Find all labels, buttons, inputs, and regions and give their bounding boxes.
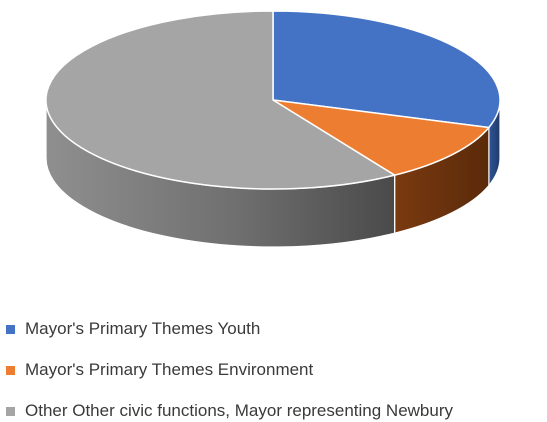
pie-chart bbox=[45, 10, 501, 248]
legend-swatch-youth bbox=[6, 324, 15, 334]
pie-chart-svg bbox=[45, 10, 501, 248]
pie-slice-other bbox=[45, 10, 396, 190]
legend-swatch-environment bbox=[6, 365, 15, 375]
pie-slice-youth bbox=[272, 10, 501, 129]
pie-tops bbox=[45, 10, 501, 190]
legend: Mayor's Primary Themes Youth Mayor's Pri… bbox=[6, 318, 453, 422]
legend-item-environment: Mayor's Primary Themes Environment bbox=[6, 359, 453, 381]
legend-label-other: Other Other civic functions, Mayor repre… bbox=[25, 401, 454, 420]
legend-item-other: Other Other civic functions, Mayor repre… bbox=[6, 400, 453, 422]
legend-label-environment: Mayor's Primary Themes Environment bbox=[25, 360, 314, 379]
legend-item-youth: Mayor's Primary Themes Youth bbox=[6, 318, 453, 340]
pie-slice-environment bbox=[272, 99, 490, 176]
legend-swatch-other bbox=[6, 406, 15, 416]
legend-label-youth: Mayor's Primary Themes Youth bbox=[25, 319, 261, 338]
